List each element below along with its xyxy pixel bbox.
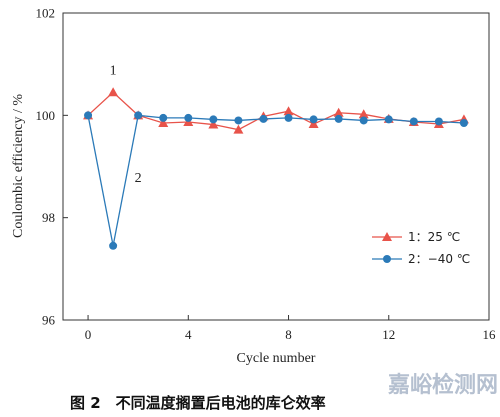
- series-1: [83, 87, 469, 134]
- figure-caption: 图 2 不同温度搁置后电池的库仑效率: [70, 394, 326, 412]
- y-tick-label: 100: [36, 108, 56, 123]
- x-tick-label: 12: [382, 327, 395, 342]
- circle-marker: [184, 113, 193, 122]
- circle-marker: [334, 114, 343, 123]
- annotations: 12: [110, 63, 142, 185]
- triangle-marker: [358, 109, 369, 119]
- legend: 1：25 ℃ 2：−40 ℃: [372, 230, 470, 266]
- annotation-label: 2: [135, 171, 142, 186]
- circle-marker: [459, 119, 468, 128]
- circle-marker: [109, 241, 118, 250]
- triangle-marker: [108, 87, 119, 97]
- triangle-marker: [208, 119, 219, 129]
- series-2: [84, 111, 468, 250]
- triangle-marker: [233, 124, 244, 134]
- series-line: [87, 114, 464, 246]
- y-tick-label: 102: [36, 6, 56, 21]
- series-line: [87, 91, 465, 131]
- x-tick-label: 8: [285, 327, 292, 342]
- triangle-marker: [283, 106, 294, 116]
- legend-label: 1：25 ℃: [408, 230, 460, 244]
- x-axis-title: Cycle number: [237, 351, 316, 366]
- circle-marker: [434, 117, 443, 126]
- y-tick-label: 98: [42, 210, 55, 225]
- legend-label: 2：−40 ℃: [408, 252, 470, 266]
- circle-marker: [383, 255, 391, 263]
- triangle-marker: [308, 119, 319, 129]
- x-tick-label: 4: [185, 327, 192, 342]
- triangle-marker: [333, 107, 344, 117]
- circle-marker: [159, 113, 168, 122]
- triangle-marker: [158, 118, 169, 128]
- watermark: 嘉峪检测网: [388, 373, 499, 398]
- x-tick-label: 0: [85, 327, 92, 342]
- circle-marker: [409, 117, 418, 126]
- x-tick-label: 16: [483, 327, 497, 342]
- circle-marker: [134, 111, 143, 120]
- circle-marker: [309, 115, 318, 124]
- circle-marker: [84, 111, 93, 120]
- circle-marker: [384, 115, 393, 124]
- y-axis-title: Coulombic efficiency / %: [11, 94, 26, 238]
- triangle-marker: [382, 232, 392, 241]
- circle-marker: [234, 116, 243, 125]
- circle-marker: [284, 113, 293, 122]
- circle-marker: [359, 116, 368, 125]
- series-layer: [83, 87, 469, 250]
- y-tick-label: 96: [42, 313, 56, 328]
- annotation-label: 1: [110, 63, 117, 78]
- plot-frame: [62, 12, 490, 321]
- circle-marker: [259, 114, 268, 123]
- circle-marker: [209, 115, 218, 124]
